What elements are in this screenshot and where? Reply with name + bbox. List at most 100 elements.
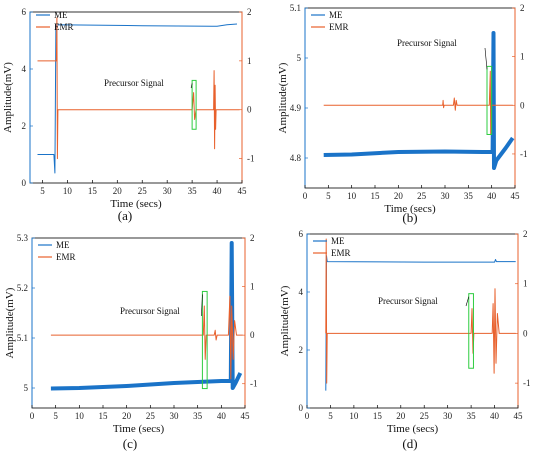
x-tick-label: 45 (511, 191, 521, 201)
series-line-emr (37, 17, 240, 160)
plot-frame (304, 7, 516, 189)
y-tick-label: 4 (299, 287, 304, 297)
x-tick-label: 10 (349, 411, 359, 421)
x-tick-label: 30 (443, 411, 453, 421)
y-tick-label: 6 (22, 7, 27, 17)
x-tick-label: 30 (441, 191, 451, 201)
y2-tick-label: -1 (520, 149, 528, 159)
x-tick-label: 40 (487, 191, 497, 201)
y2-tick-label: 1 (523, 279, 528, 289)
x-tick-label: 35 (467, 411, 477, 421)
y-tick-label: 5.2 (17, 283, 28, 293)
x-axis-title: Time (secs) (110, 198, 162, 210)
x-tick-label: 10 (347, 191, 357, 201)
x-tick-label: 25 (417, 191, 427, 201)
x-tick-label: 35 (188, 186, 198, 196)
plot-frame (29, 11, 243, 184)
y2-tick-label: 0 (520, 100, 525, 110)
y2-tick-label: 2 (523, 229, 528, 239)
x-tick-label: 0 (305, 411, 310, 421)
x-tick-label: 15 (373, 411, 383, 421)
panel-label: (d) (402, 436, 417, 451)
annotation-label: Precursor Signal (378, 296, 438, 306)
y-tick-label: 2 (299, 345, 304, 355)
x-tick-label: 45 (238, 186, 248, 196)
precursor-box (201, 290, 208, 390)
chart-panel-a: 5 10 15 20 25 30 35 40 45 0 2 4 6 -1 0 1 2 Time (secs) Amp… (2, 7, 255, 223)
chart-panel-b: 0 5 10 15 20 25 30 35 40 45 4.8 4.9 5 5.1 -1 0 1 2 Time (s… (277, 3, 528, 225)
y2-tick-label: 0 (523, 328, 528, 338)
legend-label-emr: EMR (54, 22, 74, 32)
y2-tick-label: -1 (523, 378, 531, 388)
legend-label-me: ME (331, 236, 345, 246)
panel-label: (b) (402, 210, 417, 225)
legend-label-emr: EMR (331, 248, 351, 258)
x-tick-label: 25 (420, 411, 430, 421)
x-tick-label: 20 (113, 186, 123, 196)
x-tick-label: 20 (396, 411, 406, 421)
precursor-box (486, 65, 493, 135)
legend-label-me: ME (329, 10, 343, 20)
legend-label-me: ME (56, 240, 70, 250)
annotation-leader (201, 294, 203, 317)
y-tick-label: 5 (297, 53, 302, 63)
annotation-label: Precursor Signal (104, 78, 164, 88)
y2-tick-label: 2 (247, 7, 252, 17)
y2-tick-label: 1 (250, 282, 255, 292)
y-tick-label: 6 (299, 229, 304, 239)
legend-label-me: ME (54, 10, 68, 20)
x-tick-label: 45 (241, 411, 251, 421)
y-tick-label: 5.3 (17, 233, 29, 243)
annotation-label: Precursor Signal (397, 38, 457, 48)
series-line-emr (323, 70, 513, 135)
annotation-leader (465, 296, 470, 307)
legend-label-emr: EMR (56, 252, 76, 262)
y-axis-title: Amplitude(mV) (4, 287, 16, 358)
x-tick-label: 35 (464, 191, 474, 201)
x-tick-label: 10 (75, 411, 85, 421)
y-tick-label: 5.1 (17, 333, 28, 343)
series-line-me (323, 31, 515, 170)
panel-label: (a) (118, 208, 132, 223)
precursor-box (191, 79, 197, 130)
panel-label: (c) (123, 436, 137, 451)
x-tick-label: 40 (490, 411, 500, 421)
y2-tick-label: 0 (250, 330, 255, 340)
x-tick-label: 40 (217, 411, 227, 421)
series-line-me (325, 255, 516, 391)
x-tick-label: 0 (30, 411, 35, 421)
legend-label-emr: EMR (329, 22, 349, 32)
y2-tick-label: 0 (247, 105, 252, 115)
series-line-emr (50, 295, 243, 380)
precursor-box (468, 293, 474, 369)
chart-panel-d: 0 5 10 15 20 25 30 35 40 45 0 2 4 6 -1 0 1 2 Time (secs) Am… (279, 229, 531, 451)
y-tick-label: 0 (22, 178, 27, 188)
y-tick-label: 4 (22, 64, 27, 74)
x-tick-label: 0 (303, 191, 308, 201)
annotation-leader (190, 83, 193, 89)
x-tick-label: 5 (40, 186, 45, 196)
x-tick-label: 30 (170, 411, 180, 421)
x-tick-label: 5 (326, 191, 331, 201)
x-tick-label: 25 (138, 186, 148, 196)
x-tick-label: 45 (514, 411, 524, 421)
y2-tick-label: 2 (520, 3, 525, 13)
x-tick-label: 5 (328, 411, 333, 421)
x-axis-title: Time (secs) (384, 203, 436, 215)
y-tick-label: 0 (299, 403, 304, 413)
x-tick-label: 20 (394, 191, 404, 201)
x-tick-label: 5 (53, 411, 58, 421)
series-line-emr (325, 238, 516, 384)
x-tick-label: 15 (99, 411, 109, 421)
x-tick-label: 40 (213, 186, 223, 196)
plot-frame (306, 233, 519, 409)
x-tick-label: 10 (63, 186, 73, 196)
series-line-me (37, 23, 238, 174)
y-tick-label: 5 (24, 383, 29, 393)
chart-panel-c: 0 5 10 15 20 25 30 35 40 45 5 5.1 5.2 5.3 -1 0 1 2 Time (s… (4, 233, 258, 451)
annotation-label: Precursor Signal (120, 306, 180, 316)
y-axis-title: Amplitude(mV) (277, 62, 289, 133)
x-tick-label: 30 (163, 186, 173, 196)
y2-tick-label: 1 (520, 52, 525, 62)
x-tick-label: 35 (193, 411, 203, 421)
